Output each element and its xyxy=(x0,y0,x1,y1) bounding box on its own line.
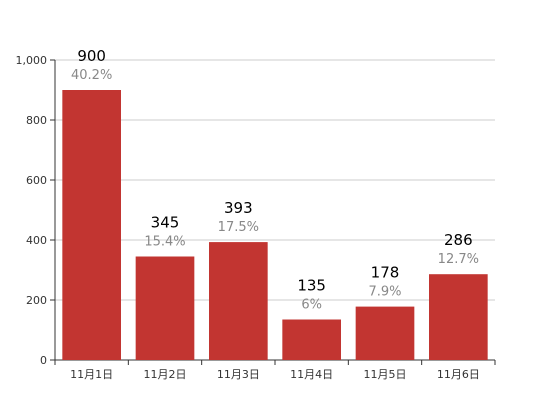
x-category-label: 11月6日 xyxy=(437,368,480,381)
bar-percent-label: 15.4% xyxy=(144,235,185,250)
x-category-label: 11月4日 xyxy=(290,368,333,381)
bar xyxy=(429,274,488,360)
y-tick-label: 800 xyxy=(26,114,47,127)
bar-value-label: 900 xyxy=(77,47,106,65)
y-tick-label: 0 xyxy=(40,354,47,367)
bar xyxy=(209,242,268,360)
y-tick-label: 400 xyxy=(26,234,47,247)
bar-percent-label: 17.5% xyxy=(218,220,259,235)
bar-value-label: 178 xyxy=(371,264,400,282)
bar-percent-label: 12.7% xyxy=(438,252,479,267)
bar xyxy=(282,319,341,360)
bar xyxy=(355,306,415,360)
bar-value-label: 286 xyxy=(444,231,473,249)
x-category-label: 11月5日 xyxy=(364,368,407,381)
bar-percent-label: 6% xyxy=(301,298,322,313)
bar xyxy=(135,256,195,360)
y-tick-label: 200 xyxy=(26,294,47,307)
x-category-label: 11月1日 xyxy=(70,368,113,381)
bar-percent-label: 7.9% xyxy=(368,285,401,300)
bar-value-label: 345 xyxy=(151,214,180,232)
bar-value-label: 393 xyxy=(224,199,253,217)
bar xyxy=(62,90,121,360)
x-category-label: 11月2日 xyxy=(144,368,187,381)
y-tick-label: 600 xyxy=(26,174,47,187)
bar-percent-label: 40.2% xyxy=(71,68,112,83)
y-tick-label: 1,000 xyxy=(16,54,48,67)
bar-value-label: 135 xyxy=(297,277,326,295)
x-category-label: 11月3日 xyxy=(217,368,260,381)
